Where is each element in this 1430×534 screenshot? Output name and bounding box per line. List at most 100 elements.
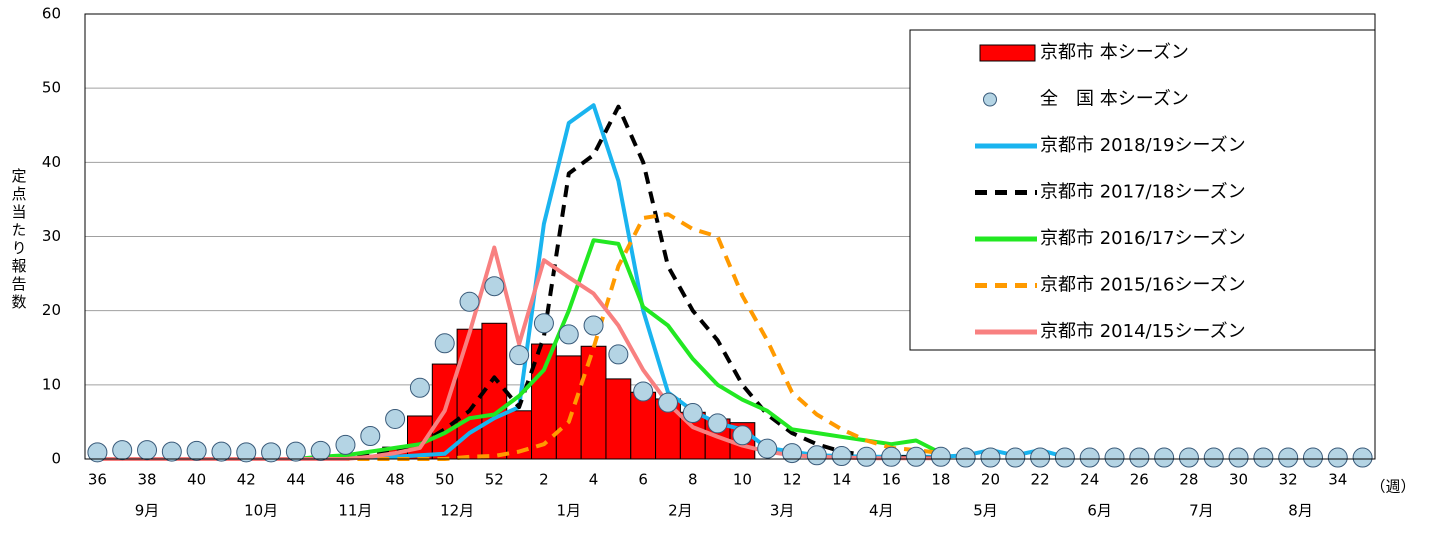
marker xyxy=(261,442,282,463)
y-axis-label: 定点当たり報告数 xyxy=(10,168,28,312)
x-tick-label: 2 xyxy=(539,471,549,489)
y-tick-label: 30 xyxy=(42,227,61,245)
marker xyxy=(112,440,133,461)
marker xyxy=(806,445,827,466)
marker xyxy=(831,446,852,467)
x-tick-label: 38 xyxy=(137,471,156,489)
marker xyxy=(757,438,778,459)
x-tick-label: 14 xyxy=(832,471,851,489)
x-tick-label: 40 xyxy=(187,471,206,489)
marker xyxy=(1178,447,1199,468)
month-label: 4月 xyxy=(869,502,894,520)
x-tick-label: 44 xyxy=(286,471,305,489)
marker xyxy=(236,442,257,463)
x-tick-label: 22 xyxy=(1031,471,1050,489)
marker xyxy=(707,413,728,434)
marker xyxy=(1228,447,1249,468)
legend-label: 京都市 2017/18シーズン xyxy=(1040,182,1246,203)
marker xyxy=(161,441,182,462)
x-tick-label: 32 xyxy=(1279,471,1298,489)
marker xyxy=(1327,447,1348,468)
legend-label: 全 国 本シーズン xyxy=(1040,89,1189,110)
marker xyxy=(1154,447,1175,468)
marker xyxy=(434,333,455,354)
marker xyxy=(1104,447,1125,468)
legend-label: 京都市 2016/17シーズン xyxy=(1040,228,1246,249)
x-tick-label: 10 xyxy=(733,471,752,489)
y-tick-label: 50 xyxy=(42,79,61,97)
marker xyxy=(633,381,654,402)
marker xyxy=(87,442,108,463)
x-tick-label: 24 xyxy=(1080,471,1099,489)
marker xyxy=(459,291,480,312)
legend-swatch xyxy=(983,92,997,107)
x-tick-label: 20 xyxy=(981,471,1000,489)
month-label: 1月 xyxy=(556,502,581,520)
marker xyxy=(137,440,158,461)
marker xyxy=(1352,447,1373,468)
month-label: 12月 xyxy=(440,502,474,520)
x-tick-label: 46 xyxy=(336,471,355,489)
marker xyxy=(881,446,902,467)
y-tick-label: 0 xyxy=(51,450,61,468)
x-tick-label: 18 xyxy=(931,471,950,489)
marker xyxy=(856,446,877,467)
marker xyxy=(1079,447,1100,468)
x-tick-label: 26 xyxy=(1130,471,1149,489)
y-tick-label: 10 xyxy=(42,375,61,393)
month-label: 8月 xyxy=(1288,502,1313,520)
bar xyxy=(555,355,582,460)
legend-swatch xyxy=(979,44,1036,62)
marker xyxy=(558,324,579,345)
marker xyxy=(484,276,505,297)
y-tick-label: 60 xyxy=(42,5,61,23)
marker xyxy=(1005,447,1026,468)
marker xyxy=(285,441,306,462)
x-tick-label: 4 xyxy=(589,471,599,489)
marker xyxy=(732,425,753,446)
x-tick-label: 6 xyxy=(638,471,648,489)
y-tick-label: 20 xyxy=(42,301,61,319)
series-line xyxy=(97,104,941,461)
x-unit-label: （週） xyxy=(1370,478,1415,496)
marker xyxy=(1203,447,1224,468)
x-tick-label: 16 xyxy=(882,471,901,489)
legend-label: 京都市 2014/15シーズン xyxy=(1040,321,1246,342)
y-tick-label: 40 xyxy=(42,153,61,171)
month-label: 6月 xyxy=(1087,502,1112,520)
marker xyxy=(657,392,678,413)
month-label: 9月 xyxy=(135,502,160,520)
marker xyxy=(409,377,430,398)
legend-label: 京都市 本シーズン xyxy=(1040,42,1189,63)
marker xyxy=(385,408,406,429)
marker xyxy=(583,315,604,336)
month-label: 11月 xyxy=(338,502,372,520)
marker xyxy=(1302,447,1323,468)
marker xyxy=(906,446,927,467)
marker xyxy=(955,447,976,468)
marker xyxy=(980,447,1001,468)
bar xyxy=(605,378,632,460)
marker xyxy=(682,403,703,424)
marker xyxy=(211,441,232,462)
marker xyxy=(1253,447,1274,468)
marker xyxy=(1129,447,1150,468)
marker xyxy=(310,440,331,461)
marker xyxy=(335,434,356,455)
month-label: 7月 xyxy=(1189,502,1214,520)
legend-label: 京都市 2015/16シーズン xyxy=(1040,275,1246,296)
marker xyxy=(509,345,530,366)
bar xyxy=(630,391,657,460)
x-tick-label: 36 xyxy=(88,471,107,489)
x-tick-label: 34 xyxy=(1328,471,1347,489)
marker xyxy=(1054,447,1075,468)
marker xyxy=(360,426,381,447)
legend-box xyxy=(909,29,1376,351)
x-tick-label: 42 xyxy=(237,471,256,489)
month-label: 10月 xyxy=(244,502,278,520)
marker xyxy=(930,446,951,467)
x-tick-label: 8 xyxy=(688,471,698,489)
month-label: 3月 xyxy=(770,502,795,520)
